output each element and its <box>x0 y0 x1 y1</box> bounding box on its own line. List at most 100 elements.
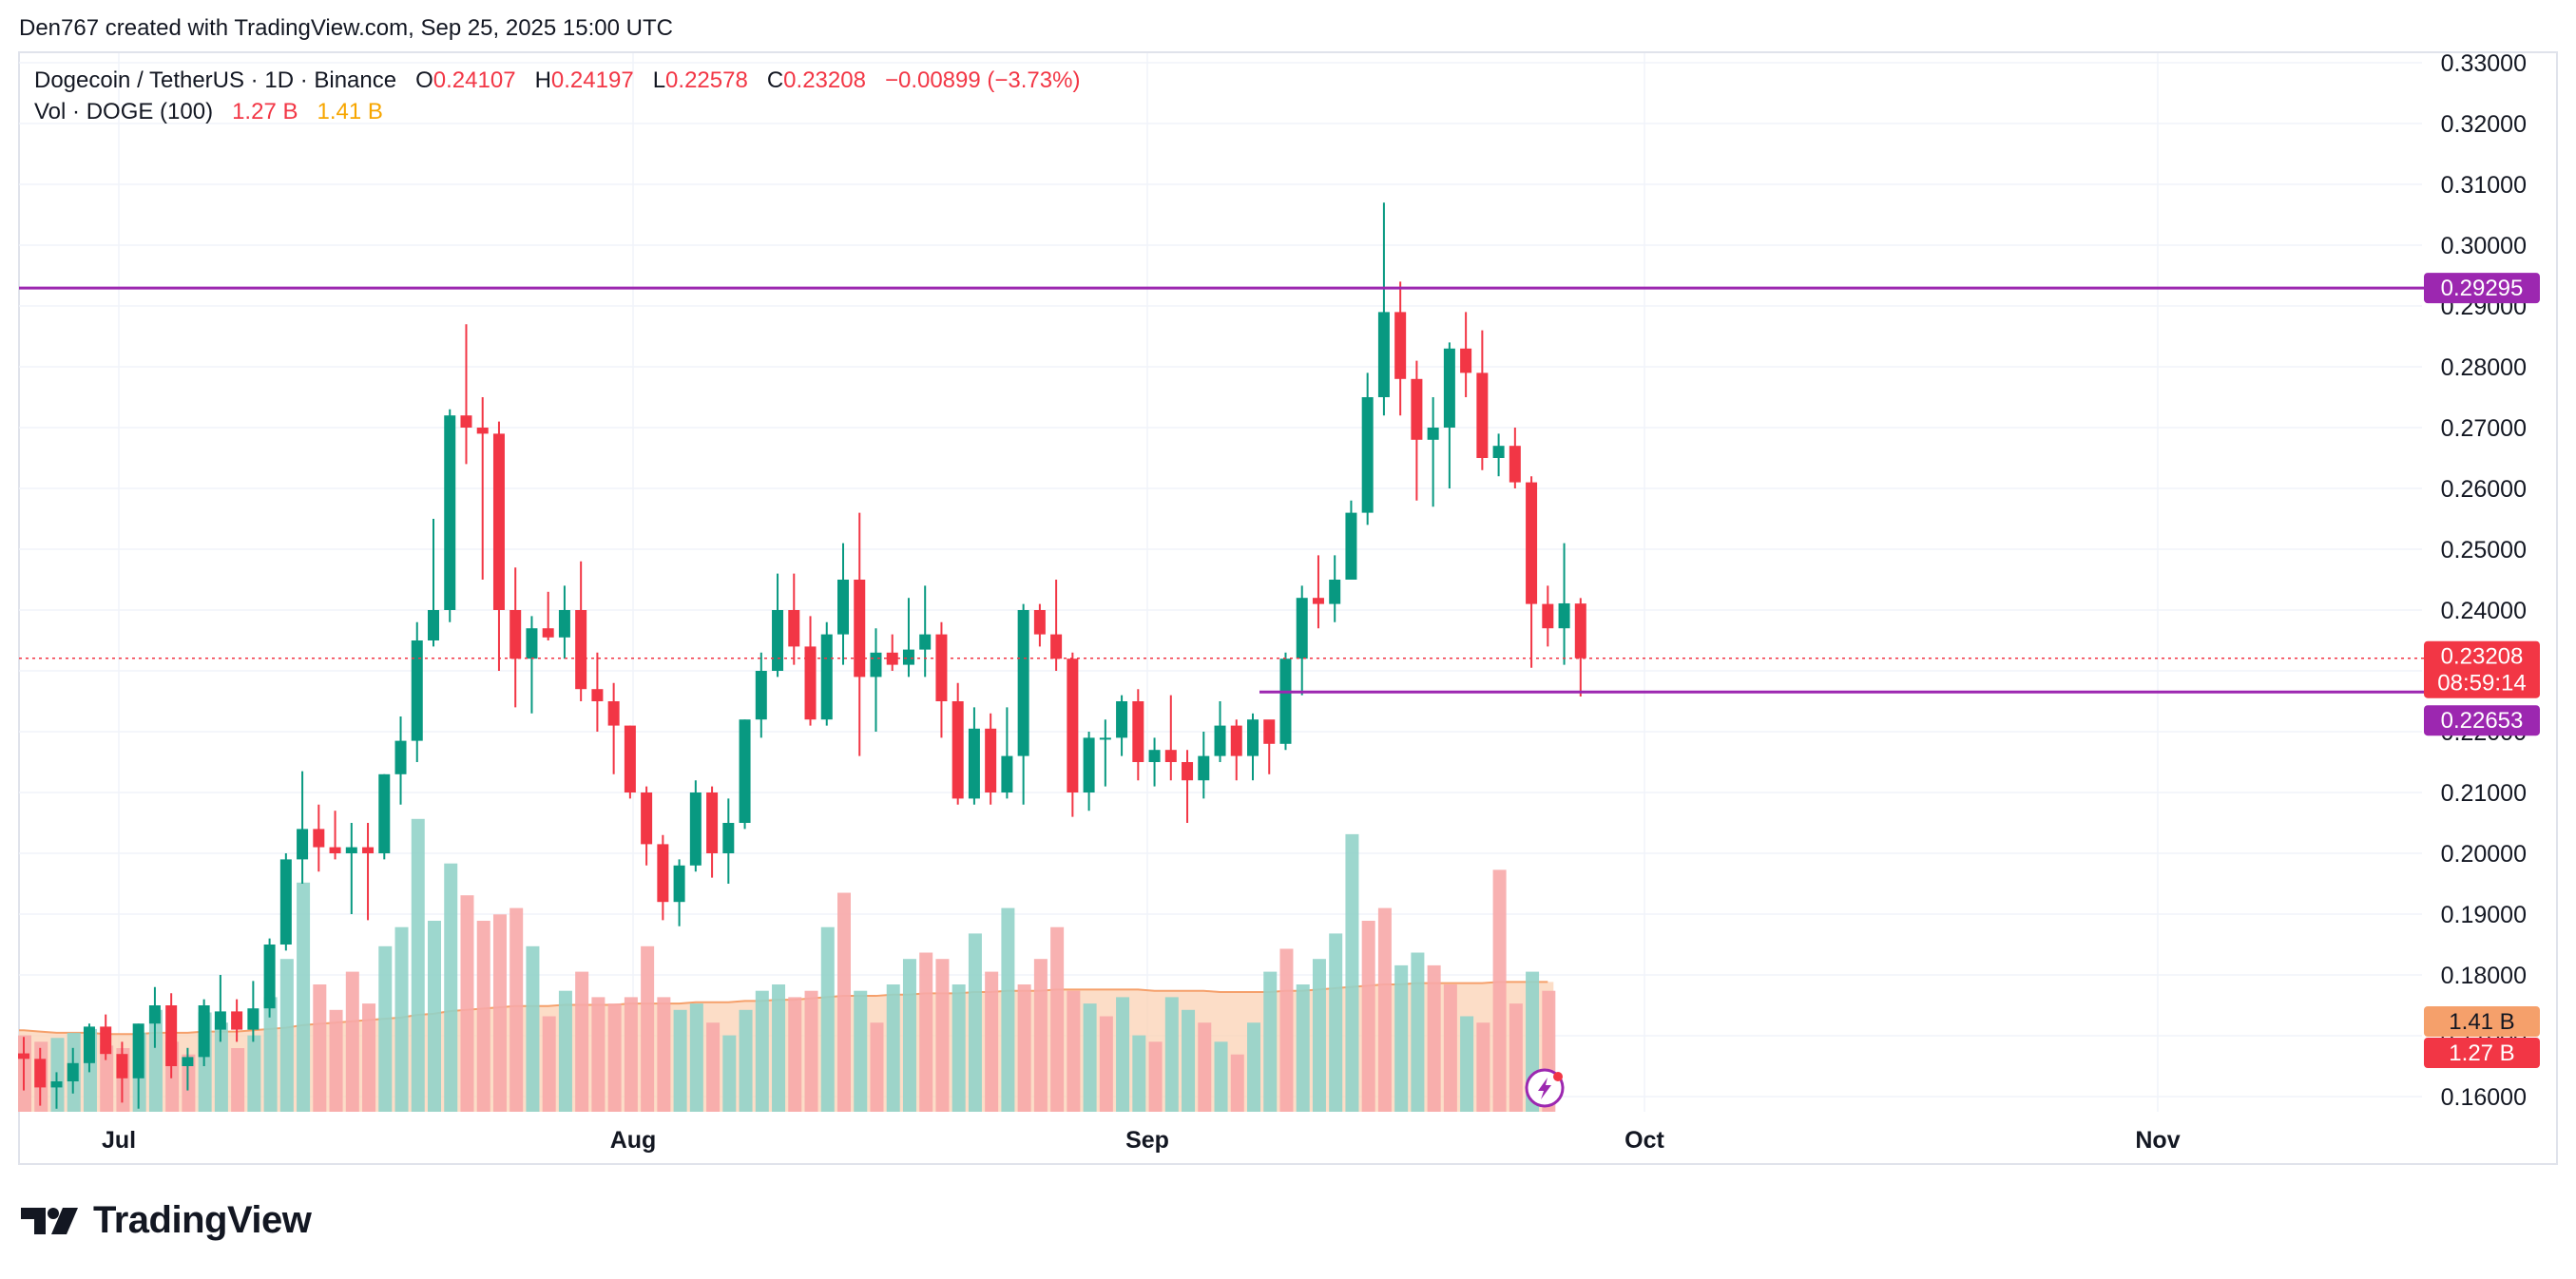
candle[interactable] <box>1263 719 1276 774</box>
candle[interactable] <box>411 621 423 762</box>
volume-bar[interactable] <box>788 997 802 1112</box>
volume-bar[interactable] <box>460 895 474 1112</box>
candle[interactable] <box>657 834 669 921</box>
candle[interactable] <box>526 616 538 714</box>
volume-bar[interactable] <box>362 1003 376 1112</box>
candle[interactable] <box>329 811 341 860</box>
candle[interactable] <box>1148 737 1161 787</box>
candle[interactable] <box>772 573 784 678</box>
volume-bar[interactable] <box>902 959 916 1112</box>
volume-bar[interactable] <box>247 1035 261 1112</box>
candle[interactable] <box>1083 732 1095 811</box>
candle[interactable] <box>83 1023 95 1073</box>
volume-bar[interactable] <box>1492 869 1507 1112</box>
candle[interactable] <box>837 543 849 665</box>
candle[interactable] <box>428 519 439 647</box>
volume-bar[interactable] <box>542 1016 556 1113</box>
volume-bar[interactable] <box>329 1009 343 1112</box>
candle[interactable] <box>1558 543 1570 665</box>
candle[interactable] <box>394 716 407 805</box>
volume-bar[interactable] <box>919 952 933 1113</box>
candle[interactable] <box>460 324 472 465</box>
candle[interactable] <box>1394 281 1407 416</box>
candle[interactable] <box>1476 330 1489 470</box>
volume-bar[interactable] <box>1329 933 1343 1112</box>
candle[interactable] <box>1312 555 1324 629</box>
volume-bar[interactable] <box>1214 1041 1228 1112</box>
candle[interactable] <box>919 585 932 678</box>
candle[interactable] <box>1132 689 1144 781</box>
volume-bar[interactable] <box>297 882 311 1112</box>
candle[interactable] <box>952 682 964 805</box>
volume-bar[interactable] <box>1182 1009 1196 1112</box>
volume-bar[interactable] <box>837 892 851 1112</box>
candle[interactable] <box>1116 695 1128 756</box>
candle[interactable] <box>18 1037 29 1091</box>
candle[interactable] <box>313 804 325 872</box>
candle[interactable] <box>1411 360 1423 501</box>
volume-bar[interactable] <box>607 1003 622 1112</box>
volume-bar[interactable] <box>641 945 655 1112</box>
candle[interactable] <box>509 567 522 708</box>
candle[interactable] <box>231 999 243 1042</box>
candle[interactable] <box>1050 580 1063 671</box>
volume-bar[interactable] <box>313 984 327 1112</box>
volume-bar[interactable] <box>1427 964 1441 1112</box>
candle[interactable] <box>263 938 276 1018</box>
volume-bar[interactable] <box>1460 1016 1474 1113</box>
candle[interactable] <box>1460 312 1472 397</box>
candle[interactable] <box>804 616 817 726</box>
candle[interactable] <box>755 652 767 738</box>
volume-bar[interactable] <box>1001 907 1015 1112</box>
volume-bar[interactable] <box>1361 921 1375 1112</box>
candle[interactable] <box>1361 372 1374 525</box>
volume-bar[interactable] <box>935 959 950 1112</box>
volume-bar[interactable] <box>1476 1022 1490 1112</box>
volume-bar[interactable] <box>1083 1003 1097 1112</box>
candle[interactable] <box>1214 701 1226 762</box>
candle[interactable] <box>1492 433 1505 477</box>
volume-bar[interactable] <box>575 971 589 1112</box>
volume-bar[interactable] <box>526 945 540 1112</box>
volume-bar[interactable] <box>739 1009 753 1112</box>
volume-bar[interactable] <box>689 1003 703 1112</box>
candle[interactable] <box>1198 732 1210 799</box>
volume-bar[interactable] <box>492 914 507 1112</box>
flash-icon[interactable] <box>1525 1068 1565 1108</box>
candle[interactable] <box>1001 707 1013 799</box>
candle[interactable] <box>542 591 554 640</box>
candle[interactable] <box>607 682 620 774</box>
volume-bar[interactable] <box>772 984 786 1112</box>
volume-label[interactable]: Vol · DOGE (100) <box>34 99 214 124</box>
candle[interactable] <box>739 719 751 830</box>
candle[interactable] <box>50 1072 63 1109</box>
volume-bar[interactable] <box>854 990 868 1112</box>
candle[interactable] <box>854 512 866 756</box>
volume-bar[interactable] <box>755 990 769 1112</box>
horizontal-levels[interactable] <box>19 286 2424 694</box>
volume-bar[interactable] <box>985 971 999 1112</box>
candle[interactable] <box>1329 555 1341 622</box>
candle[interactable] <box>1247 713 1259 781</box>
candle[interactable] <box>1526 476 1538 668</box>
volume-bar[interactable] <box>870 1022 884 1112</box>
candle[interactable] <box>968 707 980 805</box>
candle[interactable] <box>1345 500 1357 580</box>
volume-bar[interactable] <box>1312 959 1326 1112</box>
candle[interactable] <box>34 1047 47 1106</box>
candle[interactable] <box>575 561 587 701</box>
volume-bar[interactable] <box>1230 1054 1244 1112</box>
volume-bar[interactable] <box>657 997 671 1112</box>
candle[interactable] <box>116 1041 128 1103</box>
candle[interactable] <box>345 823 357 914</box>
volume-bar[interactable] <box>1394 964 1409 1112</box>
volume-bar[interactable] <box>968 933 982 1112</box>
candle[interactable] <box>1182 750 1194 823</box>
volume-bar[interactable] <box>378 945 393 1112</box>
volume-bar[interactable] <box>886 984 900 1112</box>
volume-bar[interactable] <box>1509 1003 1523 1112</box>
volume-bar[interactable] <box>279 959 294 1112</box>
candle[interactable] <box>624 725 636 799</box>
candle[interactable] <box>641 786 653 866</box>
candle[interactable] <box>132 1023 144 1109</box>
